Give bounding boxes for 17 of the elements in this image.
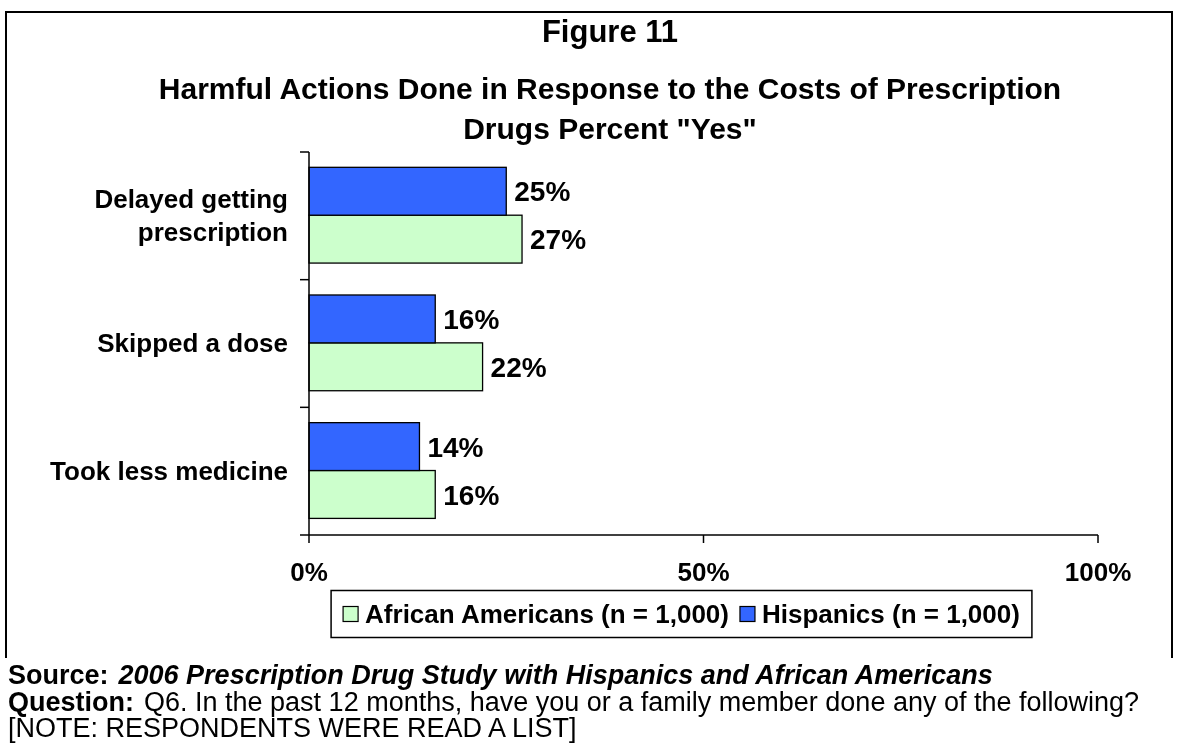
- legend-label: African Americans (n = 1,000): [365, 599, 730, 630]
- chart-subtitle: Harmful Actions Done in Response to the Costs of Prescription Drugs Percent "Yes": [158, 72, 1062, 145]
- chart-title: Figure 11: [541, 14, 679, 49]
- y-tick-label: Took less medicine: [50, 455, 288, 486]
- x-tick-label: 100%: [1064, 557, 1132, 587]
- x-tick-label: 0%: [290, 557, 328, 587]
- y-tick-label: Skipped a dose: [97, 328, 288, 359]
- data-label: 22%: [490, 351, 547, 383]
- legend-label: Hispanics (n = 1,000): [761, 599, 1020, 630]
- data-label: 16%: [443, 479, 500, 511]
- x-tick-label: 50%: [677, 557, 730, 587]
- source-note: Source: 2006 Prescription Drug Study with Hispanics and African Americans: [8, 660, 993, 690]
- data-label: 27%: [530, 224, 587, 256]
- data-label: 14%: [427, 431, 484, 463]
- data-label: 25%: [514, 176, 571, 208]
- y-tick-label: Delayed getting prescription: [94, 184, 288, 248]
- data-label: 16%: [443, 304, 500, 335]
